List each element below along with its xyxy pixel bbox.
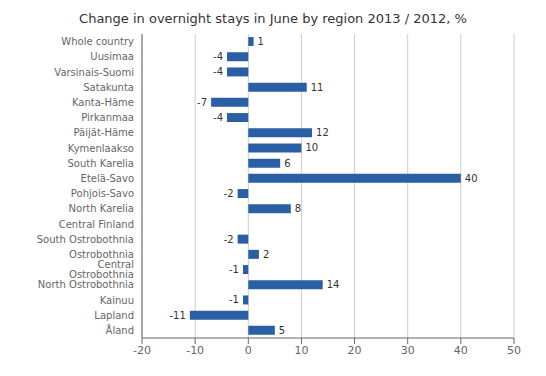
- svg-text:50: 50: [507, 344, 521, 357]
- svg-text:20: 20: [348, 344, 362, 357]
- svg-text:40: 40: [454, 344, 468, 357]
- svg-text:Kainuu: Kainuu: [100, 295, 134, 306]
- svg-text:Whole country: Whole country: [61, 36, 134, 47]
- svg-text:10: 10: [305, 142, 318, 153]
- svg-text:1: 1: [258, 36, 264, 47]
- svg-text:Etelä-Savo: Etelä-Savo: [81, 173, 134, 184]
- svg-text:-1: -1: [229, 264, 239, 275]
- svg-text:Satakunta: Satakunta: [83, 82, 134, 93]
- svg-text:Päijät-Häme: Päijät-Häme: [74, 127, 134, 138]
- svg-text:11: 11: [311, 82, 324, 93]
- svg-text:Pohjois-Savo: Pohjois-Savo: [71, 188, 134, 199]
- svg-text:Pirkanmaa: Pirkanmaa: [81, 112, 134, 123]
- html-text:Change in overnight stays in J: Change in overnight stays in June by reg…: [79, 11, 467, 26]
- svg-text:-1: -1: [229, 294, 239, 305]
- svg-text:North Ostrobothnia: North Ostrobothnia: [38, 279, 134, 290]
- svg-text:-2: -2: [224, 188, 234, 199]
- svg-text:-7: -7: [197, 97, 207, 108]
- svg-text:Åland: Åland: [106, 324, 134, 336]
- svg-text:40: 40: [465, 173, 478, 184]
- svg-text:5: 5: [279, 325, 285, 336]
- svg-text:-11: -11: [169, 310, 185, 321]
- svg-text:14: 14: [327, 279, 340, 290]
- svg-text:8: 8: [295, 203, 301, 214]
- svg-text:Central Finland: Central Finland: [59, 219, 134, 230]
- svg-text:0: 0: [245, 344, 252, 357]
- svg-text:-4: -4: [213, 66, 223, 77]
- svg-text:6: 6: [284, 158, 290, 169]
- svg-text:2: 2: [263, 249, 269, 260]
- svg-text:-10: -10: [186, 344, 204, 357]
- svg-text:30: 30: [401, 344, 415, 357]
- svg-text:Uusimaa: Uusimaa: [90, 51, 134, 62]
- svg-text:-20: -20: [133, 344, 151, 357]
- svg-text:-4: -4: [213, 112, 223, 123]
- svg-text:-4: -4: [213, 51, 223, 62]
- svg-text:Lapland: Lapland: [94, 310, 134, 321]
- svg-text:Kanta-Häme: Kanta-Häme: [72, 97, 134, 108]
- svg-text:North Karelia: North Karelia: [69, 203, 134, 214]
- svg-text:Kymenlaakso: Kymenlaakso: [68, 143, 134, 154]
- svg-text:South Karelia: South Karelia: [68, 158, 134, 169]
- svg-text:Ostrobothnia: Ostrobothnia: [69, 248, 134, 260]
- svg-text:-2: -2: [224, 234, 234, 245]
- svg-text:CentralOstrobothnia: CentralOstrobothnia: [69, 259, 134, 280]
- svg-text:10: 10: [294, 344, 308, 357]
- svg-text:Varsinais-Suomi: Varsinais-Suomi: [54, 67, 134, 78]
- svg-text:12: 12: [316, 127, 329, 138]
- svg-text:South Ostrobothnia: South Ostrobothnia: [37, 234, 134, 245]
